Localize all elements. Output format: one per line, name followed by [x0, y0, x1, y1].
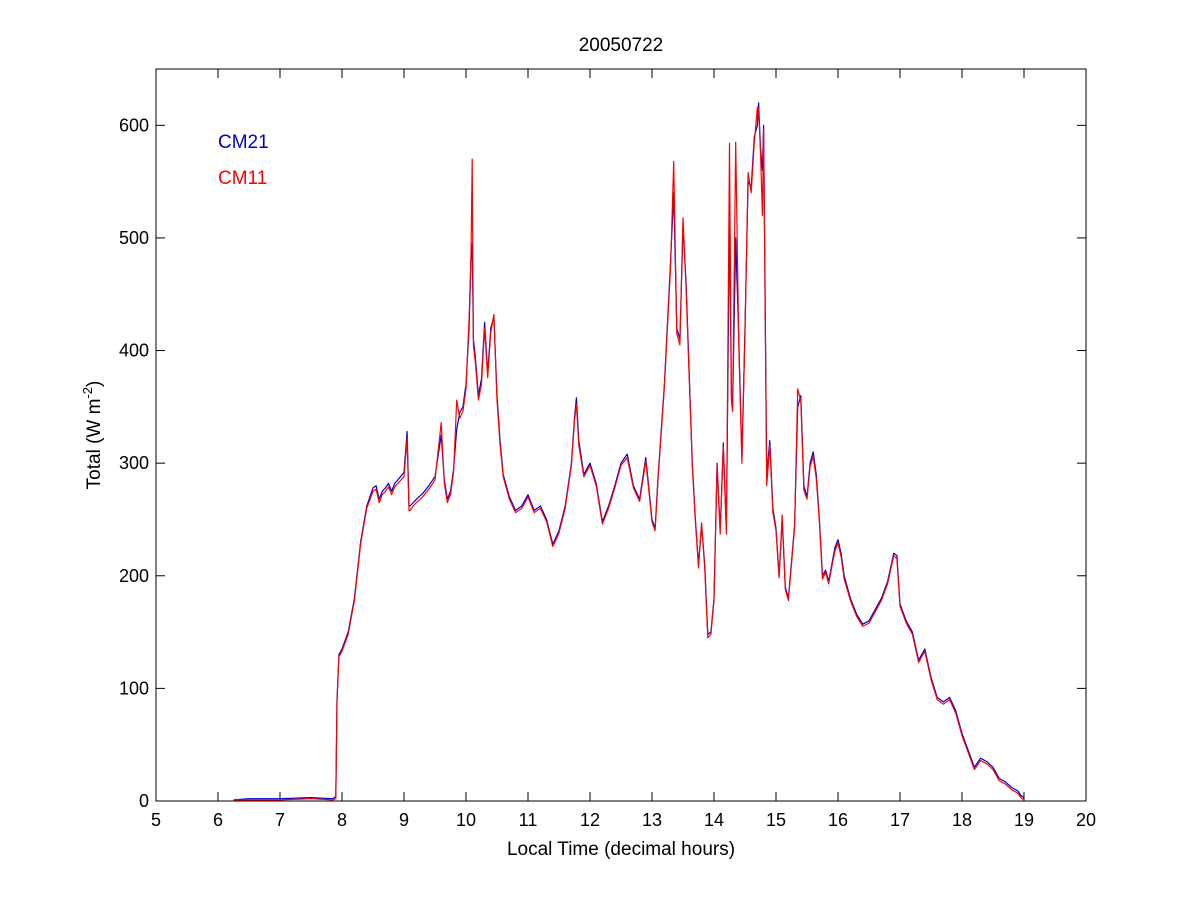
x-tick-label: 5	[151, 810, 161, 830]
y-tick-label: 400	[119, 341, 149, 361]
y-tick-label: 200	[119, 566, 149, 586]
series-line-cm11	[233, 106, 1025, 801]
x-tick-label: 16	[828, 810, 848, 830]
series-layer	[233, 102, 1025, 801]
y-axis-title-close: )	[84, 381, 105, 387]
y-axis-title: Total (W m-2)	[80, 381, 105, 490]
y-axis-ticks: 0 100 200 300 400 500 600	[119, 115, 1086, 811]
x-tick-label: 8	[337, 810, 347, 830]
y-axis-title-superscript: -2	[80, 387, 95, 399]
x-tick-label: 7	[275, 810, 285, 830]
x-tick-label: 17	[890, 810, 910, 830]
chart-title: 20050722	[579, 35, 664, 56]
x-tick-label: 14	[704, 810, 724, 830]
x-tick-label: 11	[519, 810, 538, 830]
legend-label-cm11: CM11	[218, 168, 267, 189]
x-tick-label: 19	[1014, 810, 1034, 830]
plot-area	[155, 68, 1087, 802]
legend: CM21 CM11	[218, 132, 269, 189]
x-tick-label: 9	[399, 810, 409, 830]
x-axis-title: Local Time (decimal hours)	[507, 839, 735, 860]
y-tick-label: 600	[119, 115, 149, 135]
x-tick-label: 20	[1076, 810, 1096, 830]
y-tick-label: 300	[119, 453, 149, 473]
x-tick-label: 6	[213, 810, 223, 830]
x-tick-label: 12	[580, 810, 600, 830]
x-tick-label: 10	[456, 810, 476, 830]
y-tick-label: 100	[119, 678, 149, 698]
x-tick-label: 18	[952, 810, 972, 830]
x-tick-label: 13	[642, 810, 662, 830]
x-axis-ticks: 5 6 7 8 9 10 11 12 13 14 15 16 17 18 19 20	[151, 69, 1096, 830]
y-tick-label: 500	[119, 228, 149, 248]
y-tick-label: 0	[139, 791, 149, 811]
y-axis-title-main: Total (W m	[84, 399, 105, 490]
x-tick-label: 15	[766, 810, 786, 830]
legend-label-cm21: CM21	[218, 132, 269, 153]
